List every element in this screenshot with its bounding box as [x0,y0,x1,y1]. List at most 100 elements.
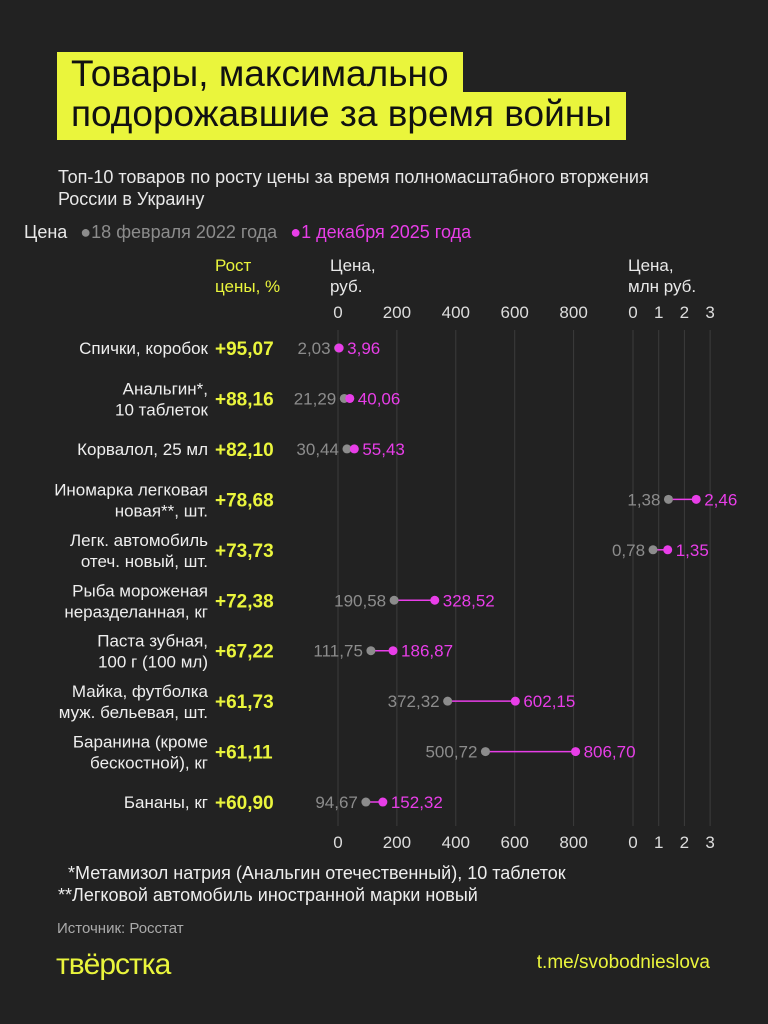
growth-value: +61,73 [215,692,274,713]
item-label: 100 г (100 мл) [98,653,208,672]
growth-value: +60,90 [215,793,274,814]
title-line-1: Товары, максимально [57,52,463,96]
growth-value: +78,68 [215,490,274,511]
old-price-label: 190,58 [334,591,386,610]
tick-label-top: 3 [705,303,714,322]
tick-label-bottom: 400 [442,833,470,852]
old-price-dot [389,595,399,605]
old-price-label: 2,03 [298,339,331,358]
tick-label-top: 2 [680,303,689,322]
new-price-label: 602,15 [523,692,575,711]
old-price-dot [443,696,453,706]
old-price-dot [361,797,371,807]
new-price-label: 328,52 [443,591,495,610]
new-price-label: 186,87 [401,642,453,661]
item-label: бескостной), кг [90,754,208,773]
new-price-label: 55,43 [362,440,405,459]
item-label: Иномарка легковая [54,480,208,499]
tick-label-bottom: 0 [628,833,637,852]
new-price-label: 3,96 [347,339,380,358]
legend-label: Цена [24,222,68,242]
axis-label-line: Цена, [628,256,674,275]
growth-value: +67,22 [215,642,274,663]
legend-old-dot-icon: ● [80,222,92,242]
mln-axis-label: Цена, млн руб. [628,255,696,297]
new-price-dot [571,747,581,757]
item-label: новая**, шт. [115,501,208,520]
item-label: Бананы, кг [124,793,208,812]
tick-label-top: 1 [654,303,663,322]
new-price-dot [510,696,520,706]
item-label: Паста зубная, [97,632,208,651]
tick-label-top: 200 [383,303,411,322]
old-price-label: 372,32 [388,692,440,711]
item-label: Легк. автомобиль [70,531,208,550]
new-price-dot [349,444,359,454]
footnote-1: *Метамизол натрия (Анальгин отечественны… [58,863,566,883]
item-label: Анальгин*, [123,379,208,398]
legend-old: 18 февраля 2022 года [91,222,278,242]
new-price-dot [378,797,388,807]
item-label: муж. бельевая, шт. [59,703,208,722]
tick-label-bottom: 2 [680,833,689,852]
legend: Цена ●18 февраля 2022 года ●1 декабря 20… [24,222,471,243]
subtitle: Топ-10 товаров по росту цены за время по… [58,167,649,209]
old-price-dot [366,646,376,656]
tick-label-top: 600 [501,303,529,322]
growth-header-line: Рост [215,256,252,275]
legend-new-dot-icon: ● [290,222,302,242]
growth-value: +73,73 [215,541,274,562]
item-label: Рыба мороженая [72,581,208,600]
item-label: неразделанная, кг [64,602,208,621]
old-price-label: 21,29 [294,389,337,408]
growth-value: +82,10 [215,440,274,461]
title-line-2: подорожавшие за время войны [57,92,626,140]
growth-header: Рост цены, % [215,255,280,297]
item-label: Майка, футболка [72,682,209,701]
old-price-label: 500,72 [425,743,477,762]
old-price-dot [648,545,658,555]
tick-label-top: 0 [333,303,342,322]
new-price-dot [388,646,398,656]
tick-label-bottom: 3 [705,833,714,852]
old-price-dot [342,444,352,454]
legend-new: 1 декабря 2025 года [301,222,472,242]
item-label: Спички, коробок [79,339,208,358]
axis-label-line: руб. [330,277,363,296]
growth-value: +61,11 [215,743,273,764]
old-price-dot [480,747,490,757]
telegram-link[interactable]: t.me/svobodnieslova [536,952,710,973]
old-price-label: 1,38 [627,490,660,509]
new-price-label: 2,46 [704,490,737,509]
new-price-dot [345,393,355,403]
old-price-dot [663,494,673,504]
new-price-label: 152,32 [391,793,443,812]
tick-label-bottom: 0 [333,833,342,852]
tick-label-top: 400 [442,303,470,322]
new-price-label: 806,70 [584,743,636,762]
footnote-2: **Легковой автомобиль иностранной марки … [58,885,478,905]
old-price-label: 0,78 [612,541,645,560]
tick-label-top: 800 [559,303,587,322]
axis-label-line: млн руб. [628,277,697,296]
item-label: Корвалол, 25 мл [77,440,208,459]
old-price-label: 111,75 [313,642,362,661]
new-price-dot [430,595,440,605]
new-price-label: 40,06 [358,389,401,408]
item-label: 10 таблеток [115,400,209,419]
item-label: отеч. новый, шт. [81,552,208,571]
growth-header-line: цены, % [215,277,281,296]
old-price-label: 30,44 [296,440,339,459]
growth-value: +88,16 [215,389,274,410]
item-label: Баранина (кроме [73,733,208,752]
growth-value: +95,07 [215,339,274,360]
tick-label-bottom: 200 [383,833,411,852]
tick-label-bottom: 800 [559,833,587,852]
new-price-dot [663,545,673,555]
new-price-label: 1,35 [676,541,709,560]
source: Источник: Росстат [57,920,184,937]
new-price-dot [334,343,344,353]
tick-label-bottom: 600 [501,833,529,852]
growth-value: +72,38 [215,591,274,612]
